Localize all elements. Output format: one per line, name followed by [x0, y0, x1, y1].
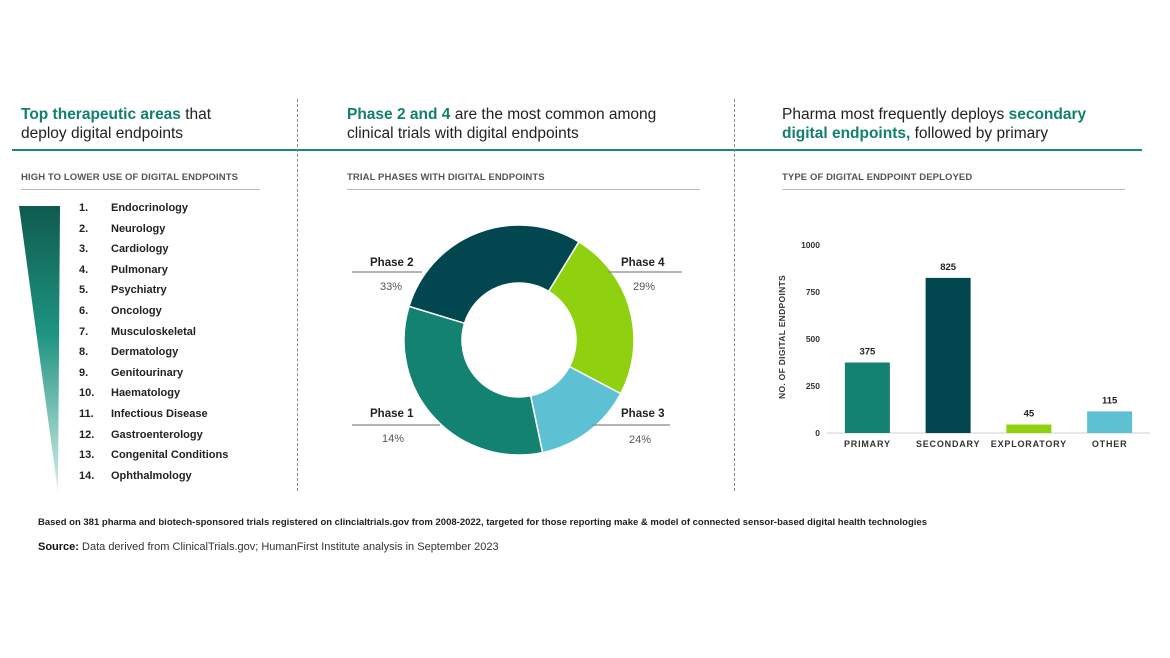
therapeutic-area-name: Psychiatry	[111, 284, 167, 297]
therapeutic-area-name: Infectious Disease	[111, 408, 208, 420]
footnote: Based on 381 pharma and biotech-sponsore…	[38, 517, 927, 528]
donut-slice-phase-3	[547, 240, 635, 395]
header-divider	[12, 149, 1142, 151]
rank-number: 11.	[79, 408, 94, 420]
therapeutic-area-name: Congenital Conditions	[111, 449, 229, 462]
rank-number: 14.	[79, 469, 95, 482]
right-subhead: TYPE OF DIGITAL ENDPOINT DEPLOYED	[782, 172, 973, 183]
trial-phase-donut-chart: Phase 4 29% Phase 3 24% Phase 1 14% Phase 2 33%	[352, 224, 682, 456]
therapeutic-area-name: Gastroenterology	[111, 428, 203, 441]
therapeutic-area-name: Haematology	[111, 387, 181, 400]
phase-label: Phase 2	[370, 257, 413, 269]
rank-number: 1.	[79, 202, 89, 214]
phase-percent: 14%	[382, 433, 404, 445]
left-subhead-rule	[21, 189, 260, 190]
therapeutic-area-name: Dermatology	[111, 346, 179, 359]
bar-value-label: 375	[859, 347, 876, 358]
middle-subhead-rule	[347, 189, 700, 190]
right-headline: Pharma most frequently deploys secondary…	[782, 106, 1087, 142]
therapeutic-area-name: Cardiology	[111, 243, 169, 256]
phase-percent: 33%	[380, 281, 402, 293]
rank-number: 4.	[79, 263, 89, 276]
therapeutic-area-name: Pulmonary	[111, 263, 168, 276]
rank-number: 8.	[79, 346, 89, 359]
column-divider-left	[297, 99, 298, 491]
rank-number: 9.	[79, 366, 89, 379]
therapeutic-area-name: Endocrinology	[111, 202, 188, 214]
bar-value-label: 45	[1024, 409, 1035, 420]
rank-number: 10.	[79, 387, 95, 400]
bar-value-label: 825	[940, 262, 957, 273]
phase-percent: 24%	[629, 434, 651, 446]
phase-label: Phase 3	[621, 408, 664, 420]
rank-number: 3.	[79, 243, 89, 256]
y-tick-label: 250	[806, 381, 820, 391]
middle-headline: Phase 2 and 4 are the most common among …	[347, 106, 657, 142]
bar-secondary	[925, 277, 971, 433]
rank-number: 6.	[79, 305, 89, 317]
middle-subhead: TRIAL PHASES WITH DIGITAL ENDPOINTS	[347, 172, 545, 183]
x-category-label: OTHER	[1092, 439, 1128, 449]
phase-percent: 29%	[633, 281, 655, 293]
left-headline: Top therapeutic areas that deploy digita…	[21, 106, 212, 142]
rank-number: 12.	[79, 428, 95, 441]
x-category-label: PRIMARY	[844, 439, 891, 449]
y-tick-label: 750	[806, 287, 820, 297]
right-subhead-rule	[782, 189, 1125, 190]
rank-number: 13.	[79, 449, 95, 462]
left-subhead: HIGH TO LOWER USE OF DIGITAL ENDPOINTS	[21, 172, 239, 183]
therapeutic-area-name: Musculoskeletal	[111, 325, 196, 338]
source-note: Source: Data derived from ClinicalTrials…	[38, 541, 499, 553]
rank-number: 7.	[79, 325, 89, 338]
bar-other	[1087, 411, 1133, 433]
bar-primary	[844, 362, 890, 433]
endpoint-type-bar-chart: NO. OF DIGITAL ENDPOINTS 0 250 500 750 1000 37…	[777, 240, 1150, 449]
phase-label: Phase 4	[621, 257, 665, 269]
x-category-label: SECONDARY	[916, 439, 980, 449]
donut-slice-phase-2	[403, 305, 544, 456]
ranking-gradient-wedge	[19, 206, 60, 492]
rank-number: 2.	[79, 222, 89, 235]
bar-exploratory	[1006, 424, 1052, 433]
x-category-label: EXPLORATORY	[991, 439, 1067, 449]
y-tick-label: 1000	[801, 240, 820, 250]
rank-number: 5.	[79, 284, 89, 297]
donut-slice-phase-4	[408, 224, 580, 325]
therapeutic-area-name: Neurology	[111, 222, 166, 235]
y-tick-label: 0	[815, 428, 820, 438]
phase-label: Phase 1	[370, 408, 414, 420]
therapeutic-area-name: Ophthalmology	[111, 469, 192, 482]
therapeutic-area-name: Oncology	[111, 305, 162, 317]
column-divider-right	[734, 99, 735, 491]
bar-value-label: 115	[1102, 395, 1118, 406]
y-tick-label: 500	[806, 334, 820, 344]
therapeutic-area-name: Genitourinary	[111, 366, 184, 379]
y-axis-title: NO. OF DIGITAL ENDPOINTS	[777, 275, 787, 399]
